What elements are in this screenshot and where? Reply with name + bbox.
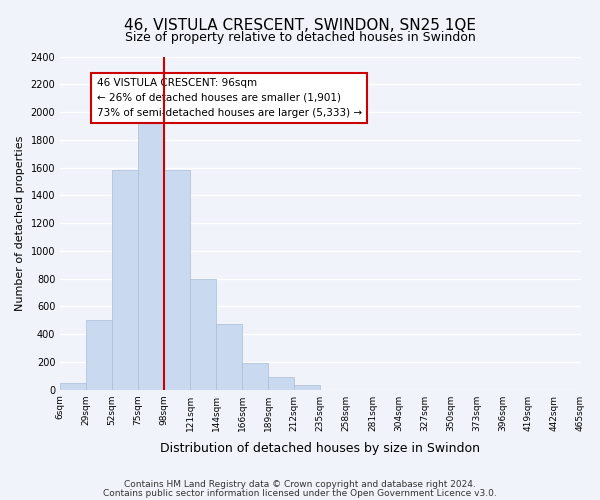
Bar xyxy=(216,324,242,390)
Text: 46, VISTULA CRESCENT, SWINDON, SN25 1QE: 46, VISTULA CRESCENT, SWINDON, SN25 1QE xyxy=(124,18,476,32)
Bar xyxy=(242,364,268,390)
Y-axis label: Number of detached properties: Number of detached properties xyxy=(15,136,25,311)
Bar xyxy=(268,377,295,390)
Bar xyxy=(164,170,190,390)
Bar xyxy=(86,320,112,390)
Bar xyxy=(190,278,216,390)
Text: Contains HM Land Registry data © Crown copyright and database right 2024.: Contains HM Land Registry data © Crown c… xyxy=(124,480,476,489)
Text: 46 VISTULA CRESCENT: 96sqm
← 26% of detached houses are smaller (1,901)
73% of s: 46 VISTULA CRESCENT: 96sqm ← 26% of deta… xyxy=(97,78,362,118)
Bar xyxy=(295,386,320,390)
Text: Size of property relative to detached houses in Swindon: Size of property relative to detached ho… xyxy=(125,31,475,44)
Bar xyxy=(138,119,164,390)
Bar xyxy=(60,382,86,390)
Text: Contains public sector information licensed under the Open Government Licence v3: Contains public sector information licen… xyxy=(103,488,497,498)
Bar xyxy=(112,170,138,390)
X-axis label: Distribution of detached houses by size in Swindon: Distribution of detached houses by size … xyxy=(160,442,481,455)
